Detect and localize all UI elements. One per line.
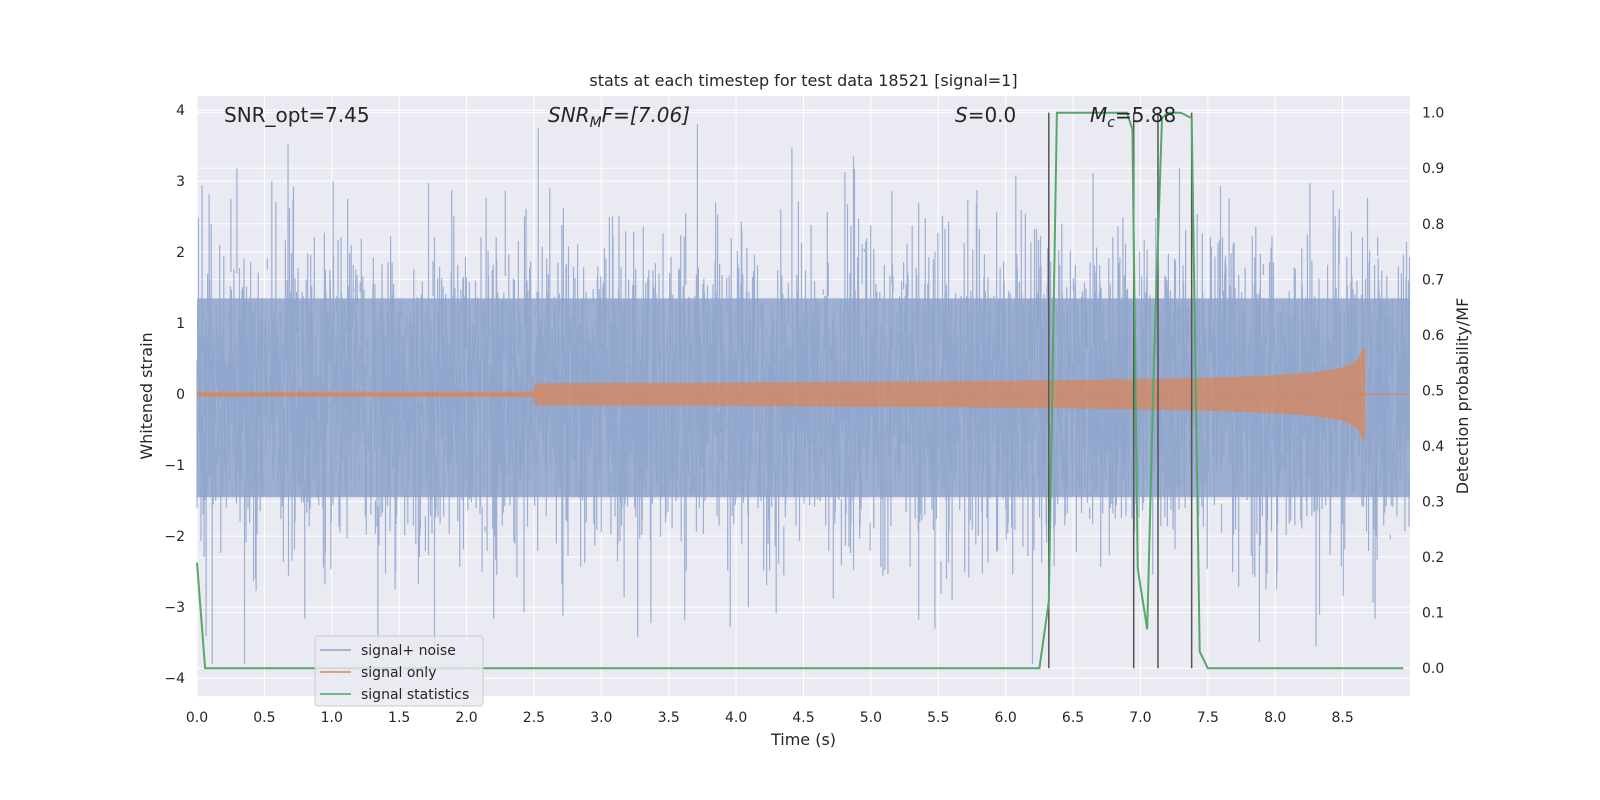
- y-tick-label-left: −1: [164, 458, 185, 474]
- x-tick-label: 6.5: [1062, 710, 1084, 726]
- y-axis-label-right: Detection probability/MF: [1453, 298, 1472, 495]
- y-axis-label-left: Whitened strain: [137, 332, 156, 459]
- annotation-mc-sub: c: [1107, 115, 1115, 131]
- annotation-s-main: S: [955, 103, 968, 127]
- x-tick-label: 7.0: [1129, 710, 1151, 726]
- legend-label-signal-statistics: signal statistics: [361, 687, 469, 703]
- x-tick-label: 3.5: [658, 710, 680, 726]
- tick-labels: 0.0 0.5 1.0 1.5 2.0 2.5 3.0 3.5 4.0 4.5 5.0 5.5 6.0 6…: [164, 103, 1444, 726]
- y-tick-label-left: −3: [164, 600, 185, 616]
- annotation-mc-main: M: [1090, 103, 1107, 127]
- annotation-s: S=0.0: [955, 103, 1016, 127]
- x-tick-label: 1.5: [388, 710, 410, 726]
- x-tick-label: 0.0: [186, 710, 208, 726]
- x-tick-label: 8.5: [1331, 710, 1353, 726]
- y-tick-label-right: 1.0: [1422, 106, 1444, 122]
- x-tick-label: 5.5: [927, 710, 949, 726]
- y-tick-label-right: 0.2: [1422, 550, 1444, 566]
- y-tick-label-right: 0.6: [1422, 328, 1444, 344]
- x-tick-label: 4.5: [792, 710, 814, 726]
- x-tick-label: 2.5: [523, 710, 545, 726]
- x-tick-label: 8.0: [1264, 710, 1286, 726]
- y-tick-label-right: 0.9: [1422, 161, 1444, 177]
- chart-title: stats at each timestep for test data 185…: [589, 71, 1017, 90]
- y-tick-label-right: 0.4: [1422, 439, 1444, 455]
- x-tick-label: 1.0: [321, 710, 343, 726]
- legend-label-signal-plus-noise: signal+ noise: [361, 643, 456, 659]
- x-axis-label: Time (s): [770, 730, 836, 749]
- x-tick-label: 4.0: [725, 710, 747, 726]
- y-tick-label-right: 0.1: [1422, 606, 1444, 622]
- y-tick-label-right: 0.0: [1422, 661, 1444, 677]
- y-tick-label-right: 0.3: [1422, 495, 1444, 511]
- y-tick-label-left: 1: [176, 316, 185, 332]
- series-signal-only: [197, 348, 1410, 441]
- x-tick-label: 7.5: [1197, 710, 1219, 726]
- legend-label-signal-only: signal only: [361, 665, 436, 681]
- x-tick-label: 3.0: [590, 710, 612, 726]
- y-tick-label-right: 0.8: [1422, 217, 1444, 233]
- x-tick-label: 2.0: [455, 710, 477, 726]
- annotation-snr-opt: SNR_opt=7.45: [224, 103, 370, 127]
- annotation-snr-mf-rest: F=[7.06]: [602, 103, 690, 127]
- x-tick-label: 6.0: [995, 710, 1017, 726]
- x-tick-label: 0.5: [253, 710, 275, 726]
- annotation-snr-mf-sub: M: [590, 115, 602, 131]
- annotation-s-rest: =0.0: [968, 103, 1017, 127]
- y-tick-label-left: 3: [176, 174, 185, 190]
- annotation-snr-mf: SNRMF=[7.06]: [548, 103, 690, 131]
- y-tick-label-right: 0.7: [1422, 272, 1444, 288]
- annotation-mc-rest: =5.88: [1115, 103, 1176, 127]
- y-tick-label-right: 0.5: [1422, 383, 1444, 399]
- x-tick-label: 5.0: [860, 710, 882, 726]
- annotation-snr-mf-main: SNR: [548, 103, 590, 127]
- annotation-mc: Mc=5.88: [1090, 103, 1176, 131]
- y-tick-label-left: 2: [176, 245, 185, 261]
- y-tick-label-left: 0: [176, 387, 185, 403]
- legend: signal+ noise signal only signal statist…: [314, 635, 484, 707]
- legend-box: [314, 635, 484, 707]
- y-tick-label-left: −4: [164, 671, 185, 687]
- y-tick-label-left: −2: [164, 529, 185, 545]
- y-tick-label-left: 4: [176, 103, 185, 119]
